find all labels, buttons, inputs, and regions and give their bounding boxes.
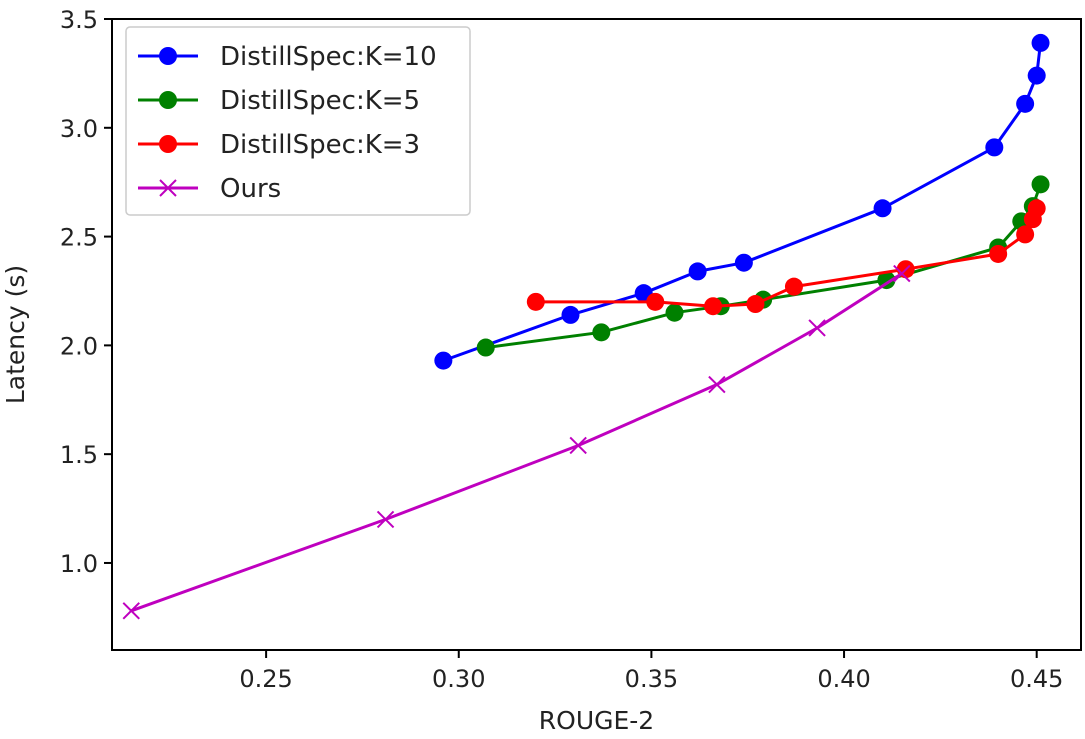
data-point-distillspec-k-3 xyxy=(784,277,803,296)
data-point-distillspec-k-3 xyxy=(704,297,723,316)
legend-item: Ours xyxy=(138,174,281,204)
data-point-ours xyxy=(708,375,726,394)
data-point-ours xyxy=(569,436,587,455)
data-point-ours xyxy=(808,319,826,337)
data-point-distillspec-k-5 xyxy=(665,303,684,322)
data-point-distillspec-k-3 xyxy=(1027,199,1046,218)
data-point-distillspec-k-3 xyxy=(526,292,545,311)
y-tick-label: 3.0 xyxy=(60,115,98,143)
y-axis-title: Latency (s) xyxy=(1,265,30,404)
legend-swatch-marker xyxy=(159,179,177,197)
data-point-distillspec-k-10 xyxy=(688,262,707,281)
legend-item: DistillSpec:K=3 xyxy=(138,130,420,160)
data-point-ours xyxy=(893,264,911,283)
axis-ticks: 0.25 0.30 0.35 0.40 0.45 1.0 1.5 2.0 2.5 3.0 3.5 xyxy=(60,6,1064,693)
legend-label: Ours xyxy=(220,174,281,204)
data-point-distillspec-k-10 xyxy=(985,138,1004,157)
data-point-distillspec-k-10 xyxy=(561,305,580,324)
legend-swatch-marker xyxy=(159,135,177,153)
x-tick-label: 0.40 xyxy=(817,665,870,693)
legend-label: DistillSpec:K=10 xyxy=(220,42,437,72)
legend: DistillSpec:K=10 DistillSpec:K=5 DistillSp… xyxy=(125,26,471,216)
data-point-distillspec-k-3 xyxy=(1016,225,1035,244)
series-line-distillspec-k-10 xyxy=(442,42,1042,363)
series-line-ours xyxy=(130,272,903,613)
data-point-distillspec-k-5 xyxy=(1031,175,1050,194)
x-tick-label: 0.25 xyxy=(239,665,292,693)
data-point-distillspec-k-10 xyxy=(873,199,892,218)
plot-marks xyxy=(122,33,1050,620)
x-tick-label: 0.30 xyxy=(432,665,485,693)
legend-swatch-marker xyxy=(159,91,177,109)
data-point-distillspec-k-5 xyxy=(592,323,611,342)
legend-label: DistillSpec:K=3 xyxy=(220,130,420,160)
data-point-distillspec-k-3 xyxy=(646,292,665,311)
data-point-distillspec-k-10 xyxy=(1016,94,1035,113)
plot-frame xyxy=(111,18,1082,651)
legend-label: DistillSpec:K=5 xyxy=(220,86,420,116)
series-distillspec-k-5 xyxy=(476,175,1050,357)
x-tick-label: 0.45 xyxy=(1010,665,1063,693)
y-tick-label: 3.5 xyxy=(60,6,98,34)
data-point-distillspec-k-3 xyxy=(989,244,1008,263)
data-point-ours xyxy=(122,602,140,620)
y-tick-label: 2.0 xyxy=(60,332,98,360)
legend-item: DistillSpec:K=10 xyxy=(138,42,437,72)
y-tick-label: 1.0 xyxy=(60,550,98,578)
x-axis-title: ROUGE-2 xyxy=(539,706,654,735)
y-tick-label: 1.5 xyxy=(60,441,98,469)
series-ours xyxy=(122,264,911,620)
data-point-distillspec-k-10 xyxy=(434,351,453,370)
data-point-distillspec-k-10 xyxy=(734,253,753,272)
data-point-distillspec-k-10 xyxy=(1031,33,1050,52)
data-point-distillspec-k-5 xyxy=(476,338,495,357)
data-point-distillspec-k-10 xyxy=(1027,66,1046,85)
x-tick-label: 0.35 xyxy=(625,665,678,693)
data-point-ours xyxy=(376,510,395,529)
data-point-distillspec-k-3 xyxy=(746,295,765,314)
legend-box xyxy=(125,26,471,216)
legend-swatch-marker xyxy=(159,47,177,65)
series-distillspec-k-10 xyxy=(434,33,1050,370)
legend-item: DistillSpec:K=5 xyxy=(138,86,420,116)
y-tick-label: 2.5 xyxy=(60,224,98,252)
